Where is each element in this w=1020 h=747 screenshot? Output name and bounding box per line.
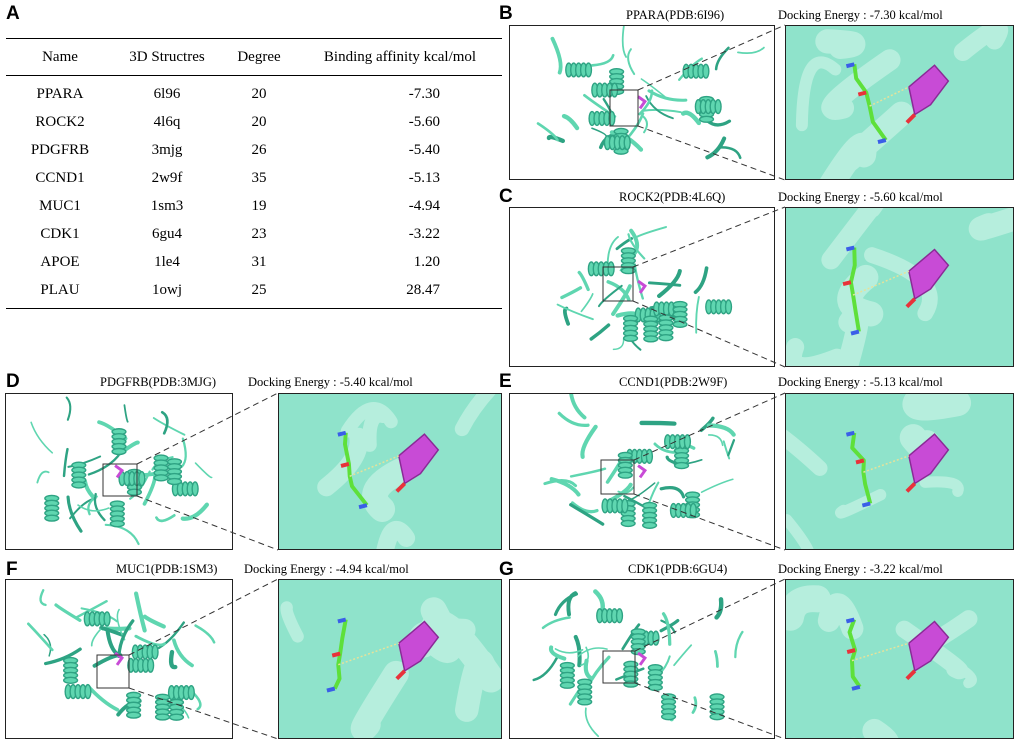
cell-affinity: -5.40 — [408, 141, 440, 158]
overview-b — [509, 25, 775, 180]
cell-degree: 19 — [251, 197, 267, 214]
caption-f-protein: MUC1(PDB:1SM3) — [116, 562, 218, 576]
header-binding-affinity: Binding affinity kcal/mol — [298, 38, 502, 76]
protein-structure-e — [543, 394, 736, 529]
cell-name: PLAU — [6, 276, 114, 309]
binding-site-b — [795, 26, 1009, 179]
panel-letter-g: G — [499, 559, 514, 580]
cell-structure: 6gu4 — [152, 225, 182, 242]
cell-name: MUC1 — [39, 197, 81, 214]
panel-letter-d: D — [6, 371, 20, 392]
header-structures: 3D Structres — [114, 38, 220, 76]
overview-e — [509, 393, 775, 550]
cell-degree: 35 — [251, 169, 267, 186]
cell-structure: 2w9f — [151, 169, 183, 186]
binding-site-d — [317, 394, 496, 549]
caption-d-protein: PDGFRB(PDB:3MJG) — [100, 375, 217, 389]
panel-letter-c: C — [499, 186, 513, 207]
cell-affinity: -7.30 — [408, 85, 440, 102]
cell-name: CDK1 — [40, 225, 80, 242]
cell-degree: 20 — [251, 113, 267, 130]
header-degree: Degree — [220, 38, 298, 76]
panel-letter-e: E — [499, 371, 512, 392]
table-row: APOE 1le4 31 1.20 — [6, 248, 502, 276]
cell-affinity: 28.47 — [298, 276, 502, 309]
caption-f-energy: Docking Energy : -4.94 kcal/mol — [244, 562, 409, 576]
caption-e-energy: Docking Energy : -5.13 kcal/mol — [778, 375, 943, 389]
table-row: CCND1 2w9f 35 -5.13 — [6, 164, 502, 192]
table-row: MUC1 1sm3 19 -4.94 — [6, 192, 502, 220]
panel-letter-f: F — [6, 559, 18, 580]
zoom-g — [785, 579, 1014, 739]
caption-d-energy: Docking Energy : -5.40 kcal/mol — [248, 375, 413, 389]
cell-degree: 20 — [251, 85, 267, 102]
caption-b-energy: Docking Energy : -7.30 kcal/mol — [778, 8, 943, 22]
cell-structure: 4l6q — [153, 113, 181, 130]
panel-letter-a: A — [6, 3, 20, 24]
zoom-e — [785, 393, 1014, 550]
zoom-b — [785, 25, 1014, 180]
table-row: CDK1 6gu4 23 -3.22 — [6, 220, 502, 248]
cell-degree: 26 — [251, 141, 267, 158]
caption-b-protein: PPARA(PDB:6I96) — [626, 8, 725, 22]
protein-structure-f — [27, 589, 216, 721]
table-row: PLAU 1owj 25 28.47 — [6, 276, 502, 309]
binding-affinity-table: Name 3D Structres Degree Binding affinit… — [6, 38, 502, 309]
cell-structure: 3mjg — [151, 141, 183, 158]
cell-degree: 25 — [220, 276, 298, 309]
caption-g-protein: CDK1(PDB:6GU4) — [628, 562, 728, 576]
table-row: PDGFRB 3mjg 26 -5.40 — [6, 136, 502, 164]
cell-name: PDGFRB — [30, 141, 90, 158]
cell-affinity: -4.94 — [408, 197, 440, 214]
cell-structure: 6l96 — [153, 85, 181, 102]
zoom-f — [278, 579, 502, 739]
overview-d — [5, 393, 233, 550]
cell-name: ROCK2 — [35, 113, 85, 130]
cell-structure: 1le4 — [154, 253, 180, 270]
protein-structure-g — [532, 589, 744, 738]
binding-site-g — [786, 585, 978, 738]
protein-structure-d — [30, 396, 213, 546]
zoom-c — [785, 207, 1014, 367]
header-name: Name — [6, 38, 114, 76]
cell-affinity: -5.60 — [408, 113, 440, 130]
overview-f — [5, 579, 233, 739]
overview-c — [509, 207, 775, 367]
binding-site-f — [280, 597, 501, 738]
table-row: ROCK2 4l6q 20 -5.60 — [6, 108, 502, 136]
cell-affinity: 1.20 — [413, 253, 440, 270]
cell-name: PPARA — [36, 85, 84, 102]
zoom-d — [278, 393, 502, 550]
protein-structure-c — [556, 226, 733, 351]
cell-affinity: -5.13 — [408, 169, 440, 186]
cell-name: CCND1 — [35, 169, 85, 186]
protein-structure-b — [536, 26, 765, 160]
table-header-row: Name 3D Structres Degree Binding affinit… — [6, 38, 502, 76]
cell-structure: 1sm3 — [150, 197, 184, 214]
binding-site-e — [786, 394, 972, 549]
caption-c-protein: ROCK2(PDB:4L6Q) — [619, 190, 726, 204]
cell-structure: 1owj — [114, 276, 220, 309]
cell-name: APOE — [40, 253, 80, 270]
caption-g-energy: Docking Energy : -3.22 kcal/mol — [778, 562, 943, 576]
cell-degree: 23 — [251, 225, 267, 242]
caption-c-energy: Docking Energy : -5.60 kcal/mol — [778, 190, 943, 204]
overview-g — [509, 579, 775, 739]
cell-degree: 31 — [251, 253, 267, 270]
caption-e-protein: CCND1(PDB:2W9F) — [619, 375, 728, 389]
binding-site-c — [786, 208, 1013, 366]
panel-letter-b: B — [499, 3, 513, 24]
cell-affinity: -3.22 — [408, 225, 440, 242]
table-row: PPARA 6l96 20 -7.30 — [6, 76, 502, 109]
